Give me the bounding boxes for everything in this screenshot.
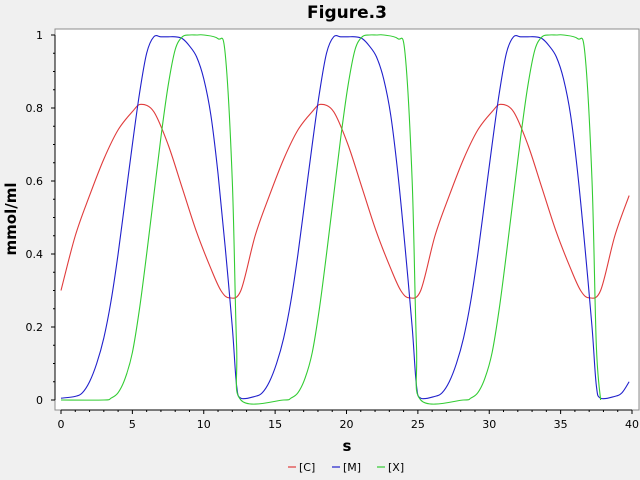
x-tick-label: 20 [340, 418, 354, 431]
y-tick-label: 1 [36, 29, 43, 42]
legend-label: [C] [299, 461, 315, 474]
y-tick-label: 0.8 [26, 102, 44, 115]
legend-label: [X] [388, 461, 404, 474]
x-tick-label: 5 [129, 418, 136, 431]
legend-label: [M] [343, 461, 361, 474]
x-tick-label: 40 [625, 418, 639, 431]
x-tick-label: 0 [58, 418, 65, 431]
x-tick-label: 25 [411, 418, 425, 431]
y-tick-label: 0.6 [26, 175, 44, 188]
x-tick-label: 30 [482, 418, 496, 431]
plot-area [54, 28, 640, 411]
axes: 0 5 10 15 20 25 30 35 40 0 0.2 0.4 0.6 0.8 1 [26, 29, 640, 431]
x-tick-label: 15 [268, 418, 282, 431]
y-axis-label: mmol/ml [2, 183, 20, 256]
y-tick-label: 0 [36, 394, 43, 407]
series-line-2 [60, 34, 602, 405]
x-tick-label: 10 [197, 418, 211, 431]
chart-title: Figure.3 [307, 3, 387, 23]
y-tick-label: 0.4 [26, 248, 44, 261]
x-tick-label: 35 [554, 418, 568, 431]
series-layer [60, 34, 630, 405]
legend: [C] [M] [X] [288, 461, 404, 474]
y-tick-label: 0.2 [26, 321, 44, 334]
series-line-1 [60, 35, 630, 400]
x-axis-label: s [343, 437, 352, 455]
series-line-0 [60, 103, 630, 299]
